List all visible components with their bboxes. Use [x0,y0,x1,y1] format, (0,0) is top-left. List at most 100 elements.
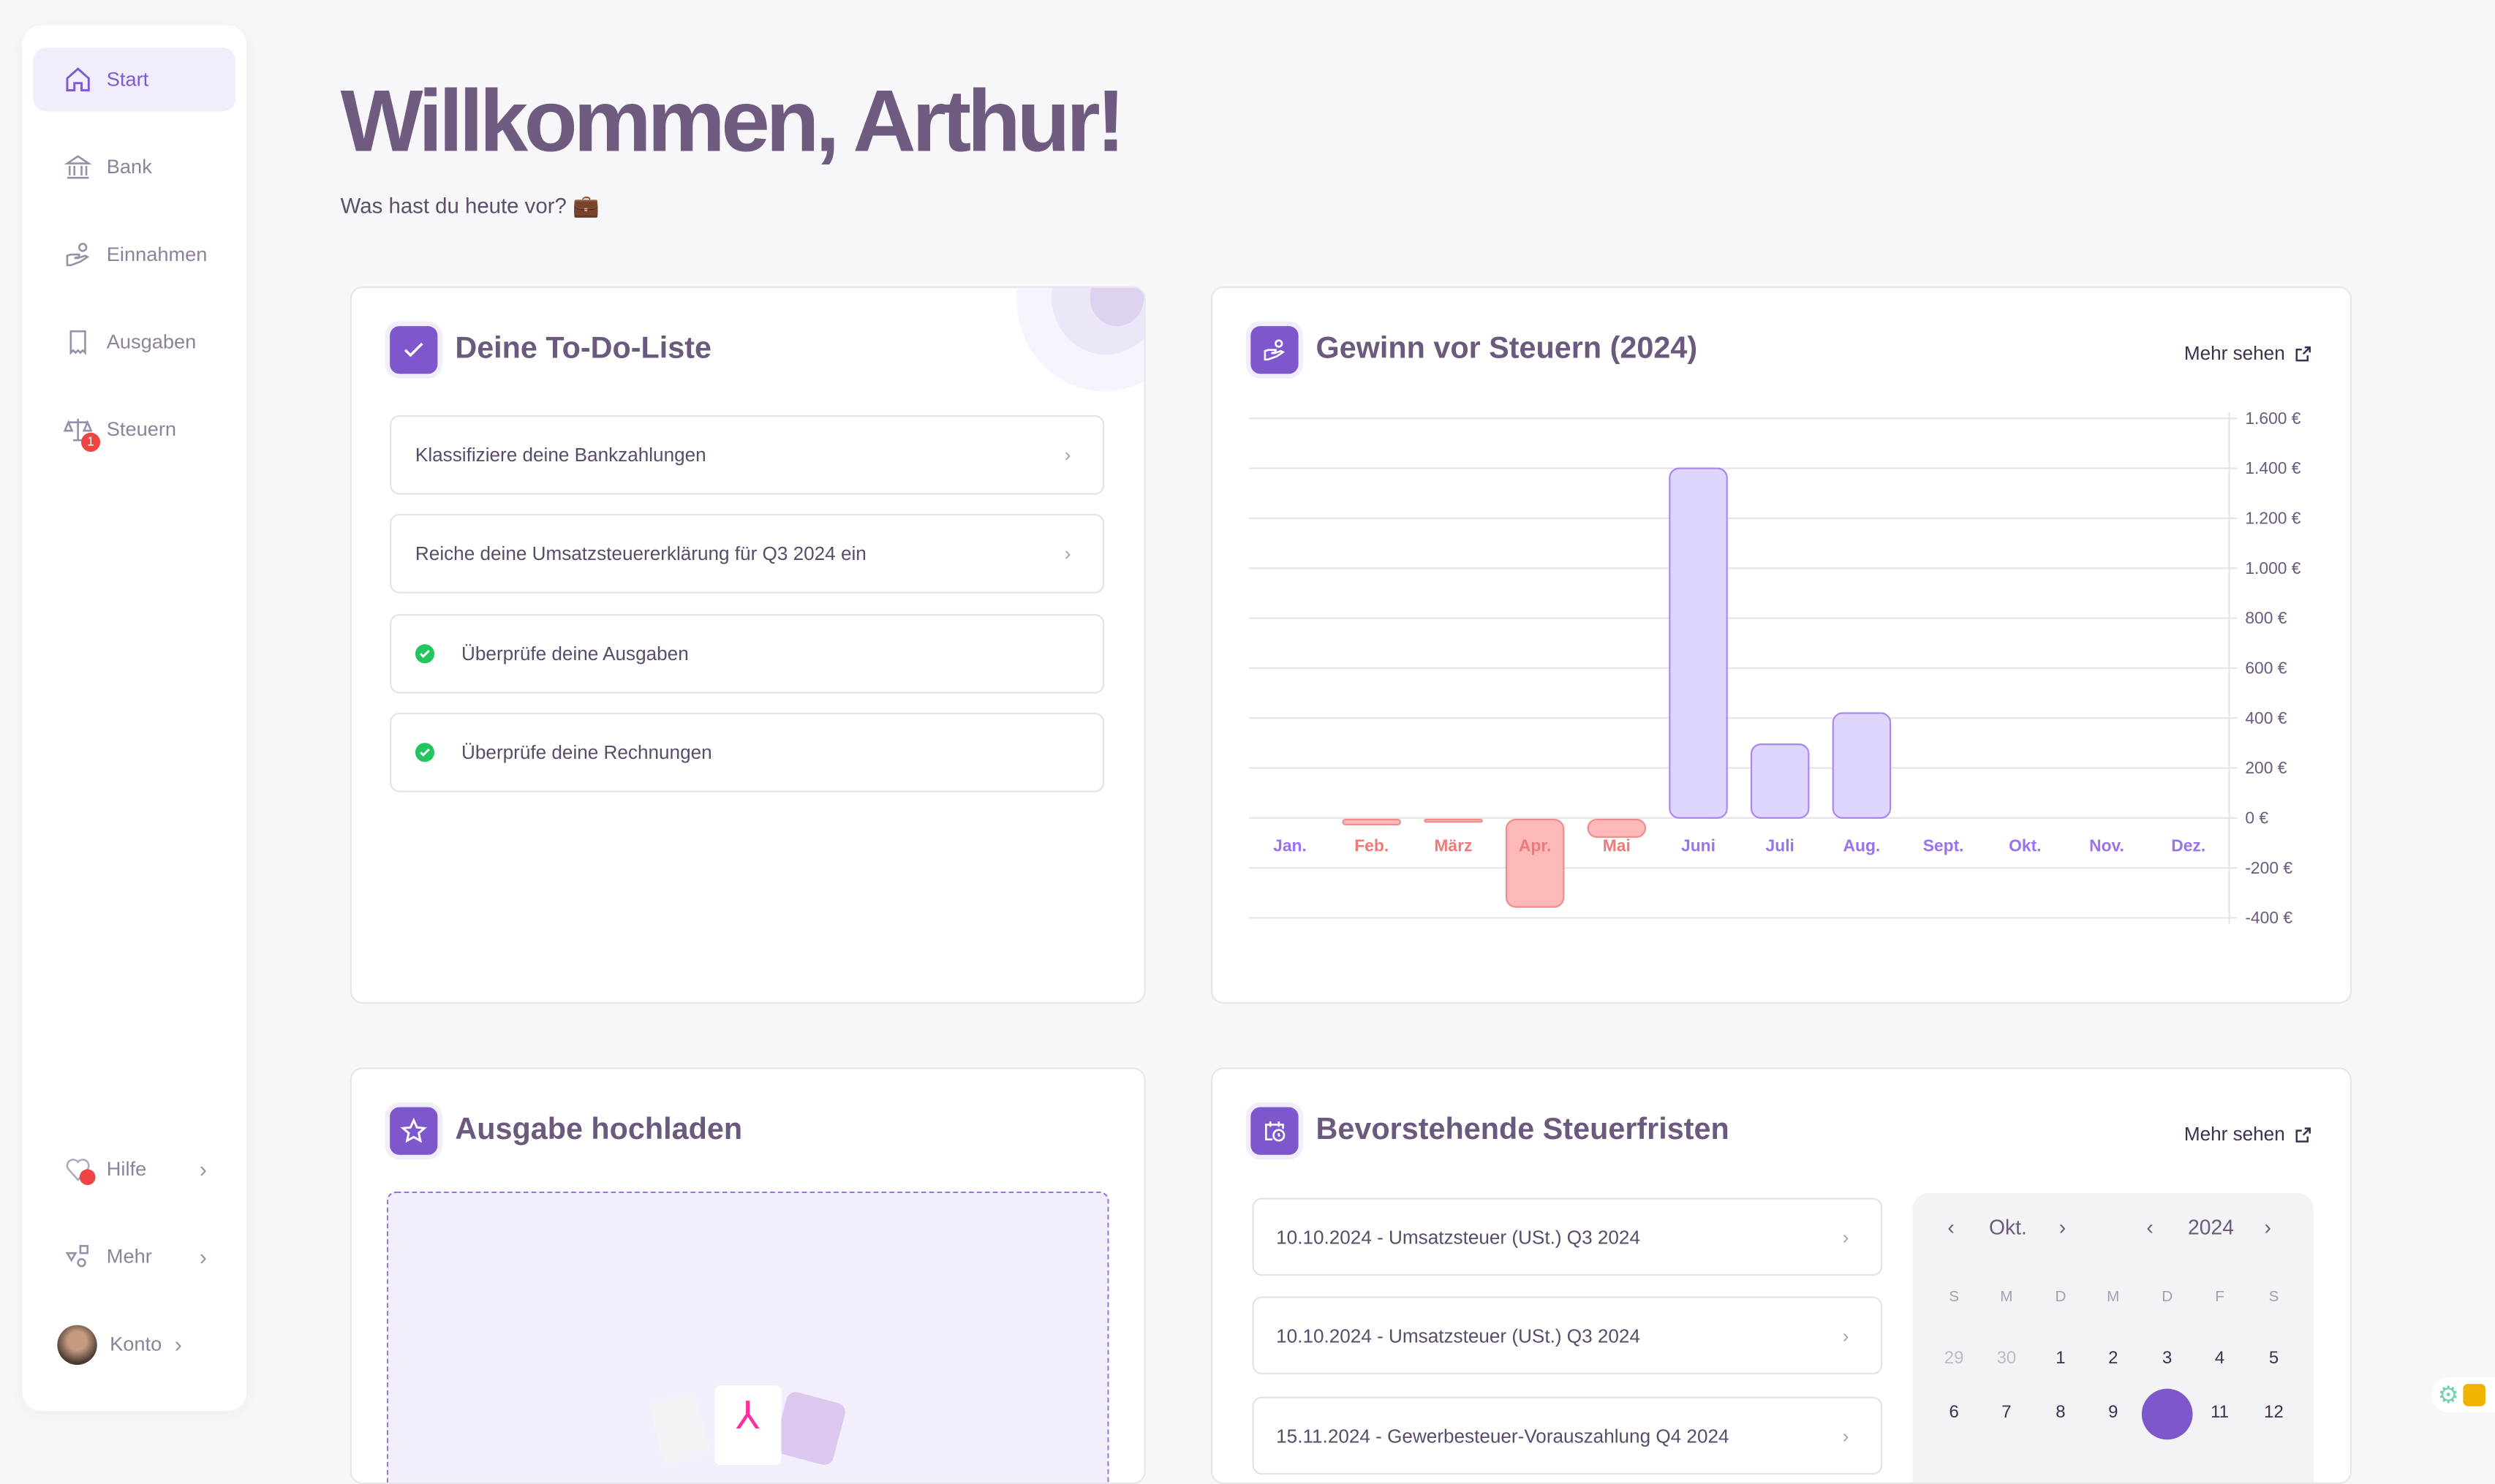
y-tick-label: 1.600 € [2245,409,2300,428]
sidebar-item-label: Steuern [106,418,177,441]
weekday-label: S [2268,1288,2279,1306]
chevron-right-icon: › [1842,1225,1849,1249]
prev-year-button[interactable]: ‹ [2146,1215,2154,1240]
app-widget[interactable]: ⚙ [2431,1377,2495,1413]
chevron-right-icon: › [199,1156,207,1182]
calendar-day[interactable]: 12 [2264,1403,2284,1423]
sidebar-item-einnahmen[interactable]: Einnahmen [34,223,235,287]
calendar-day[interactable]: 6 [1949,1403,1959,1423]
calendar-clock-icon [1250,1107,1299,1155]
app-badge-icon [2464,1384,2486,1407]
todo-item[interactable]: Überprüfe deine Ausgaben [390,613,1105,694]
income-hand-icon [62,238,94,270]
upload-dropzone[interactable]: ⅄ [386,1191,1109,1483]
sidebar-item-konto[interactable]: Konto › [34,1312,235,1376]
todo-label: Überprüfe deine Ausgaben [461,643,689,665]
heart-icon [62,1154,96,1186]
todo-item[interactable]: Reiche deine Umsatzsteuererklärung für Q… [390,513,1105,594]
more-label: Mehr sehen [2183,341,2285,365]
weekday-label: F [2215,1288,2224,1306]
chevron-right-icon: › [1064,444,1071,466]
calendar-day[interactable]: 8 [2056,1403,2066,1423]
more-label: Mehr sehen [2183,1123,2285,1146]
weekday-label: M [2000,1288,2013,1306]
x-tick-label: Jan. [1273,836,1307,855]
chevron-right-icon: › [199,1243,207,1270]
profit-card: Gewinn vor Steuern (2024) Mehr sehen 1.6… [1210,286,2352,1004]
y-tick-label: 1.000 € [2245,559,2300,578]
sidebar-item-steuern[interactable]: 1 Steuern [34,398,235,461]
check-circle-icon [415,644,435,664]
calendar-day[interactable]: 7 [2001,1403,2012,1423]
calendar-day[interactable]: 1 [2056,1349,2066,1368]
bar-März [1424,818,1483,823]
sidebar-item-mehr[interactable]: Mehr › [34,1225,235,1289]
home-icon [62,64,94,96]
calendar-day[interactable]: 11 [2211,1403,2229,1423]
x-tick-label: März [1434,836,1472,855]
calendar-day[interactable]: 2 [2108,1349,2118,1368]
calendar-day[interactable]: 4 [2214,1349,2225,1368]
sidebar-item-label: Hilfe [106,1158,147,1181]
x-tick-label: Mai [1603,836,1631,855]
page-subtitle: Was hast du heute vor? 💼 [340,194,600,219]
more-link[interactable]: Mehr sehen [2184,342,2312,364]
sidebar-item-hilfe[interactable]: Hilfe › [34,1137,235,1201]
next-month-button[interactable]: › [2058,1215,2066,1240]
page-title: Willkommen, Arthur! [340,71,1125,170]
weekday-label: M [2107,1288,2120,1306]
calendar-year: 2024 [2188,1215,2234,1240]
calendar-day[interactable]: 9 [2108,1403,2118,1423]
todo-label: Überprüfe deine Rechnungen [461,741,712,764]
card-title: Gewinn vor Steuern (2024) [1250,326,1697,374]
calendar-day[interactable]: 10 [2141,1388,2193,1440]
shapes-icon [62,1241,94,1273]
todo-item[interactable]: Überprüfe deine Rechnungen [390,712,1105,792]
x-tick-label: Feb. [1354,836,1389,855]
y-tick-label: -200 € [2245,858,2292,877]
income-hand-icon [1250,326,1299,374]
calendar-day[interactable]: 5 [2268,1349,2279,1368]
y-tick-label: 200 € [2245,758,2287,777]
x-tick-label: Apr. [1519,836,1551,855]
weekday-label: S [1949,1288,1960,1306]
checkmark-icon [390,326,438,374]
check-circle-icon [415,743,435,762]
y-tick-label: 600 € [2245,659,2287,678]
y-tick-label: 400 € [2245,708,2287,727]
deadline-item[interactable]: 10.10.2024 - Umsatzsteuer (USt.) Q3 2024… [1252,1197,1883,1276]
deadlines-card: Bevorstehende Steuerfristen Mehr sehen 1… [1210,1067,2352,1484]
more-link[interactable]: Mehr sehen [2183,1123,2312,1146]
chevron-right-icon: › [1064,542,1071,565]
prev-month-button[interactable]: ‹ [1947,1215,1955,1240]
card-title: Deine To-Do-Liste [390,326,711,374]
sidebar-item-label: Start [106,68,149,91]
sidebar-item-bank[interactable]: Bank [34,135,235,199]
calendar-day[interactable]: 3 [2162,1349,2173,1368]
todo-item[interactable]: Klassifiziere deine Bankzahlungen › [390,414,1105,495]
calendar: ‹ Okt. › ‹ 2024 › S M D M D F S 29 30 1 2 3 4 5 6 7 8 9 10… [1912,1193,2314,1483]
weekday-label: D [2162,1288,2173,1306]
sidebar-item-ausgaben[interactable]: Ausgaben [34,310,235,374]
sidebar: Start Bank Einnahmen Ausgaben 1 Steuern … [22,25,247,1412]
scale-icon: 1 [62,414,101,452]
calendar-day[interactable]: 30 [1996,1349,2017,1368]
x-tick-label: Dez. [2171,836,2205,855]
sidebar-item-start[interactable]: Start [33,48,236,112]
deadline-item[interactable]: 10.10.2024 - Umsatzsteuer (USt.) Q3 2024… [1252,1296,1883,1375]
y-tick-label: 800 € [2245,608,2287,627]
y-tick-label: 0 € [2245,809,2268,828]
bar-Mai [1587,818,1647,838]
pdf-icon: ⅄ [714,1385,782,1466]
deadline-label: 10.10.2024 - Umsatzsteuer (USt.) Q3 2024 [1276,1225,1640,1249]
chevron-right-icon: › [1842,1324,1849,1347]
external-link-icon [2295,345,2311,361]
sidebar-item-label: Bank [106,156,152,178]
sidebar-item-label: Konto [110,1333,162,1355]
calendar-day[interactable]: 29 [1944,1349,1964,1368]
sidebar-item-label: Einnahmen [106,243,208,266]
x-tick-label: Nov. [2089,836,2124,855]
star-icon [390,1107,438,1155]
next-year-button[interactable]: › [2264,1215,2271,1240]
upload-title: Ausgabe hochladen [455,1113,743,1147]
